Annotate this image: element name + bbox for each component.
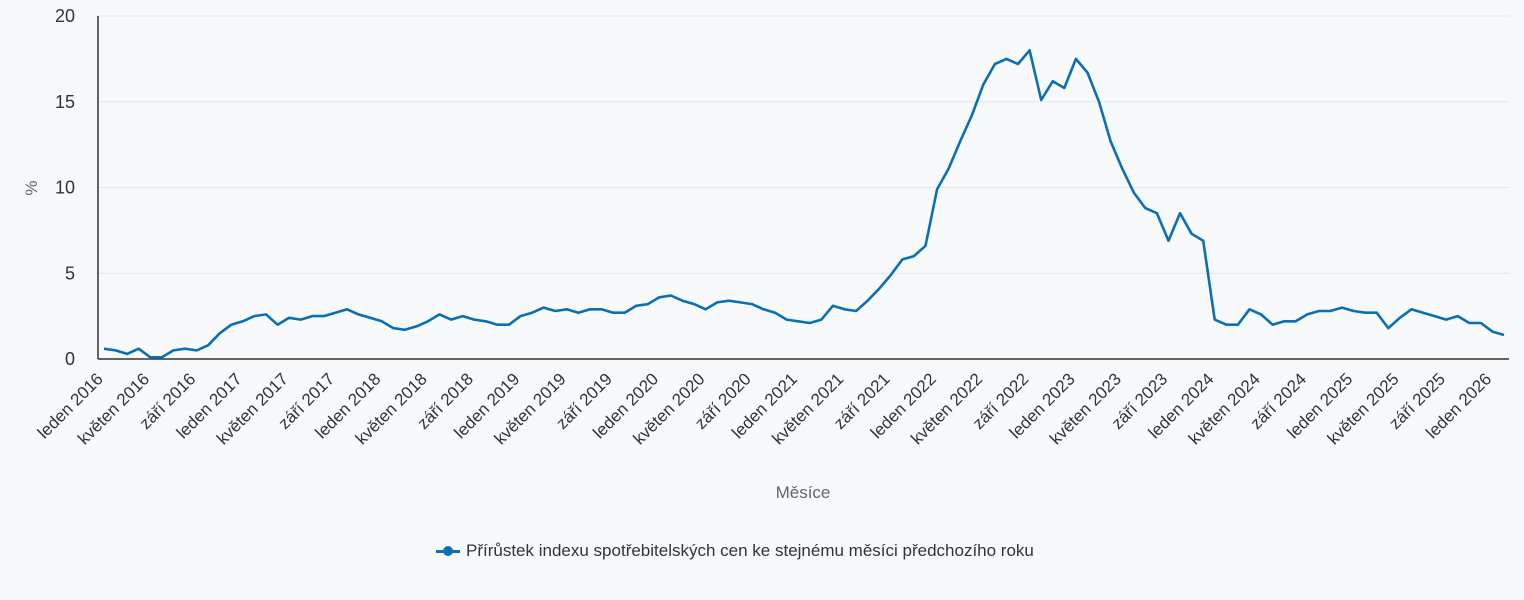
legend-item[interactable]: Přírůstek indexu spotřebitelských cen ke… bbox=[436, 541, 1034, 561]
y-tick-label: 15 bbox=[55, 92, 75, 112]
gridlines bbox=[98, 15, 1509, 274]
x-axis-title: Měsíce bbox=[776, 483, 831, 502]
y-tick-label: 0 bbox=[65, 349, 75, 369]
y-axis-title: % bbox=[22, 180, 41, 195]
y-axis-ticks: 0 5 10 15 20 bbox=[55, 6, 75, 369]
y-tick-label: 5 bbox=[65, 263, 75, 283]
y-tick-label: 10 bbox=[55, 178, 75, 198]
legend-line-marker-icon bbox=[436, 544, 460, 558]
legend-label: Přírůstek indexu spotřebitelských cen ke… bbox=[466, 541, 1034, 560]
series-line[interactable] bbox=[103, 49, 1505, 359]
y-tick-label: 20 bbox=[55, 6, 75, 26]
